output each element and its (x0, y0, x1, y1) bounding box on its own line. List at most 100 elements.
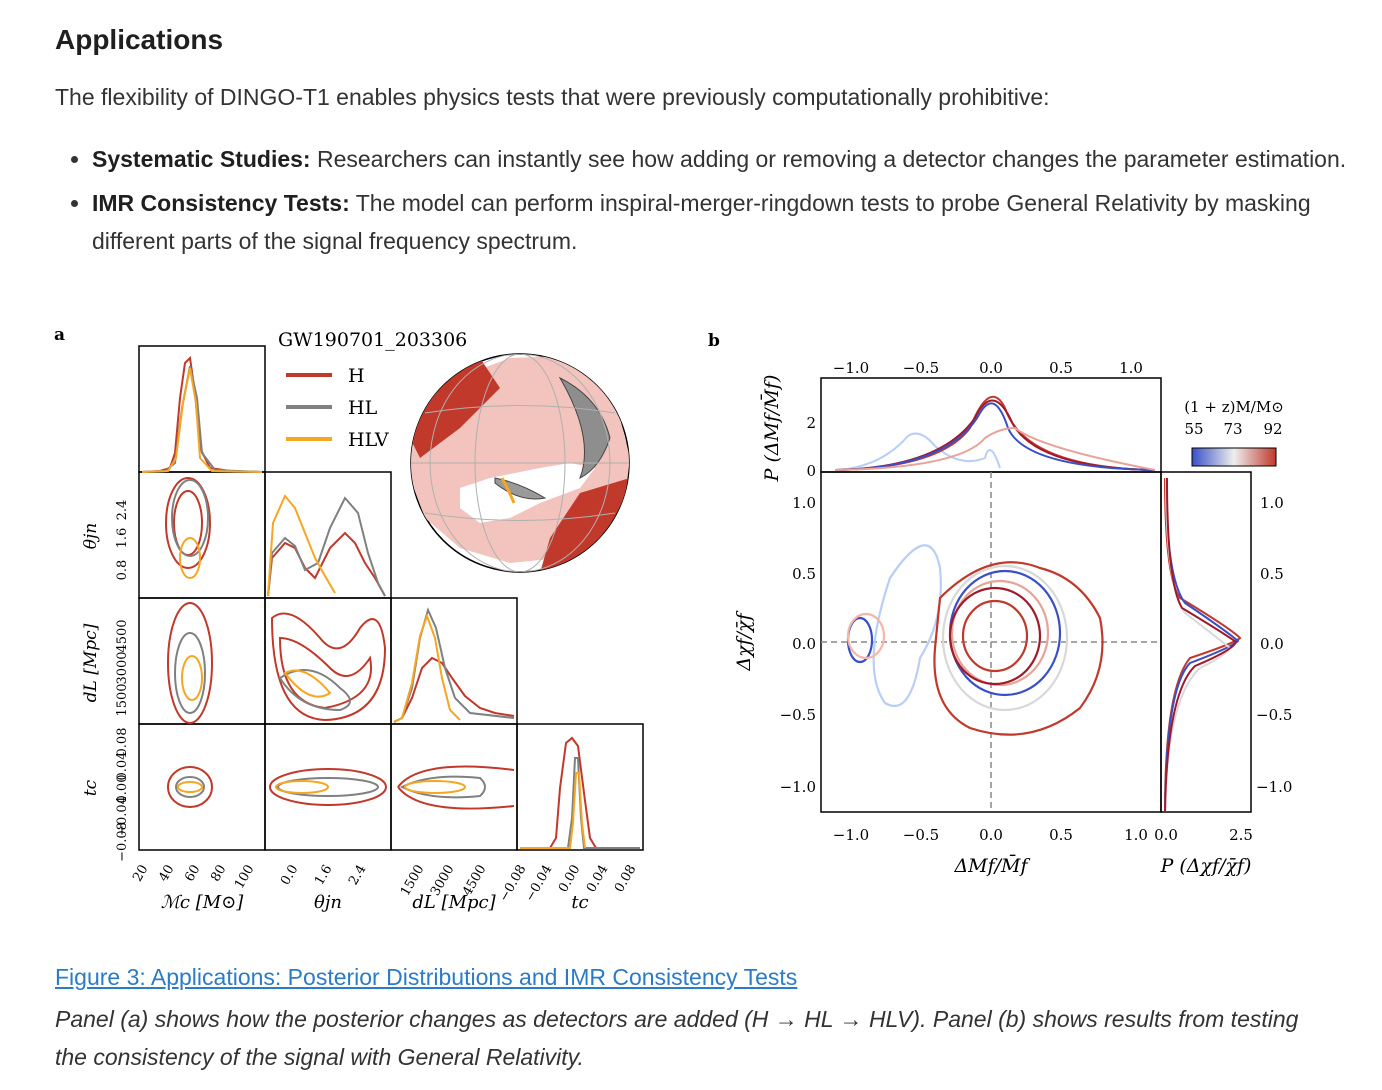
intro-paragraph: The flexibility of DINGO-T1 enables phys… (55, 84, 1050, 110)
right-marginal-frame (1160, 471, 1252, 813)
x-tick: 2.5 (1229, 826, 1253, 844)
y-tick: 0.0 (1260, 635, 1284, 653)
corner-contours (165, 477, 515, 810)
figure-3: a GW190701_203306 H HL HLV (40, 318, 1340, 918)
frame-3-2 (264, 597, 392, 725)
legend-label-h: H (348, 365, 365, 387)
y-tick: 0.5 (792, 565, 816, 583)
section-title: Applications (55, 24, 224, 55)
frame-4-3 (390, 723, 518, 851)
y-label-dchi: Δχf/χ̄f (733, 610, 755, 671)
y-tick: 0.00 (115, 775, 130, 804)
y-tick: 2.4 (115, 500, 130, 521)
x-tick: 0.00 (556, 863, 583, 896)
y-label-dl: dL [Mpc] (81, 623, 101, 702)
x-label-mc: ℳc [M⊙] (161, 892, 245, 913)
y-tick: 0.8 (115, 560, 130, 581)
x-tick: −1.0 (833, 826, 869, 844)
imr-top-marginal (834, 395, 1156, 471)
x-tick: −0.5 (903, 826, 939, 844)
frame-3-3 (390, 597, 518, 725)
x-tick: 20 (130, 863, 151, 885)
y-tick: 4500 (115, 619, 130, 652)
x-tick: 0.0 (979, 359, 1003, 377)
corner-histograms (141, 355, 640, 849)
imr-top-x-ticks: −1.0 −0.5 0.0 0.5 1.0 (833, 359, 1143, 377)
y-tick: −0.04 (115, 796, 130, 836)
x-tick: 0.0 (1154, 826, 1178, 844)
colorbar-tick: 73 (1223, 420, 1242, 438)
x-tick: −0.5 (903, 359, 939, 377)
x-tick: 0.5 (1049, 826, 1073, 844)
imr-bottom-x-ticks: −1.0 −0.5 0.0 0.5 1.0 0.0 2.5 (833, 826, 1253, 844)
y-tick: 2 (806, 414, 816, 432)
hist-theta-hlv (267, 494, 336, 597)
y-tick: 0.08 (115, 728, 130, 757)
hist-dl-h (393, 656, 515, 723)
legend-label-hlv: HLV (348, 429, 389, 451)
panel-label-a: a (54, 325, 65, 345)
imr-left-y-ticks: 2 0 1.0 0.5 0.0 −0.5 −1.0 (780, 414, 816, 796)
x-tick: 0.0 (278, 863, 301, 888)
hist-dl-hl (393, 607, 515, 723)
bullet-list: Systematic Studies: Researchers can inst… (55, 140, 1352, 266)
imr-axis-labels: ΔMf/M̄f P (Δχf/χ̄f) P (ΔMf/M̄f) Δχf/χ̄f (733, 375, 1251, 877)
x-tick: 100 (232, 863, 257, 892)
x-tick: 0.5 (1049, 359, 1073, 377)
y-tick: 1.0 (1260, 494, 1284, 512)
x-tick: 0.0 (979, 826, 1003, 844)
y-tick: 1.0 (792, 494, 816, 512)
list-item: IMR Consistency Tests: The model can per… (92, 184, 1352, 260)
x-tick: 0.04 (584, 863, 611, 896)
x-label-dmf: ΔMf/M̄f (953, 854, 1030, 877)
x-label-dl: dL [Mpc] (412, 892, 496, 913)
y-label-theta: θjn (81, 523, 101, 549)
corner-title: GW190701_203306 (278, 329, 467, 351)
panel-label-b: b (708, 331, 720, 351)
corner-frames (138, 345, 644, 851)
list-item: Systematic Studies: Researchers can inst… (92, 140, 1352, 178)
x-label-tc: tc (571, 892, 588, 913)
x-tick: 1.0 (1119, 359, 1143, 377)
x-tick: 60 (182, 863, 203, 885)
corner-x-labels: ℳc [M⊙] θjn dL [Mpc] tc (161, 892, 589, 913)
corner-y-ticks: 2.4 1.6 0.8 4500 3000 1500 0.08 0.04 0.0… (115, 500, 130, 862)
y-tick: 0.5 (1260, 565, 1284, 583)
x-tick: 0.08 (612, 863, 639, 896)
hist-mc-hlv (141, 367, 263, 473)
figure-caption-link[interactable]: Figure 3: Applications: Posterior Distri… (55, 964, 798, 990)
y-tick: −0.5 (1256, 706, 1292, 724)
imr-right-marginal (1164, 477, 1242, 813)
frame-4-4 (516, 723, 644, 851)
colorbar-tick: 92 (1263, 420, 1282, 438)
x-tick: −0.04 (523, 863, 556, 905)
y-tick: 3000 (115, 651, 130, 684)
y-label-tc: tc (81, 779, 101, 796)
frame-3-1 (138, 597, 266, 725)
corner-x-ticks: 20 40 60 80 100 0.0 1.6 2.4 1500 3000 45… (130, 863, 639, 905)
hist-tc-h (520, 736, 640, 849)
x-label-p-dchi: P (Δχf/χ̄f) (1160, 855, 1252, 877)
hist-dl-hlv (393, 613, 461, 723)
imr-contours (846, 544, 1104, 736)
y-tick: −0.08 (115, 822, 130, 862)
bullet-label: Systematic Studies: (92, 146, 311, 172)
x-tick: 2.4 (346, 863, 369, 888)
bullet-label: IMR Consistency Tests: (92, 190, 350, 216)
hist-mc-h (141, 355, 263, 473)
y-tick: 1500 (115, 683, 130, 716)
y-tick: 0.0 (792, 635, 816, 653)
colorbar-gradient (1191, 447, 1277, 467)
y-tick: −1.0 (1256, 778, 1292, 796)
hist-mc-hl (141, 365, 263, 473)
colorbar-label: (1 + z)M/M⊙ (1184, 398, 1284, 416)
sky-map (410, 353, 630, 573)
y-tick: 0 (806, 462, 816, 480)
y-label-p-dmf: P (ΔMf/M̄f) (760, 375, 783, 483)
y-tick: 0.04 (115, 752, 130, 781)
bullet-text: The model can perform inspiral-merger-ri… (92, 190, 1311, 254)
y-tick: −0.5 (780, 706, 816, 724)
figure-caption-text: Panel (a) shows how the posterior change… (55, 1006, 1299, 1070)
x-tick: 1.6 (312, 863, 335, 888)
hist-theta-hl (267, 496, 386, 597)
